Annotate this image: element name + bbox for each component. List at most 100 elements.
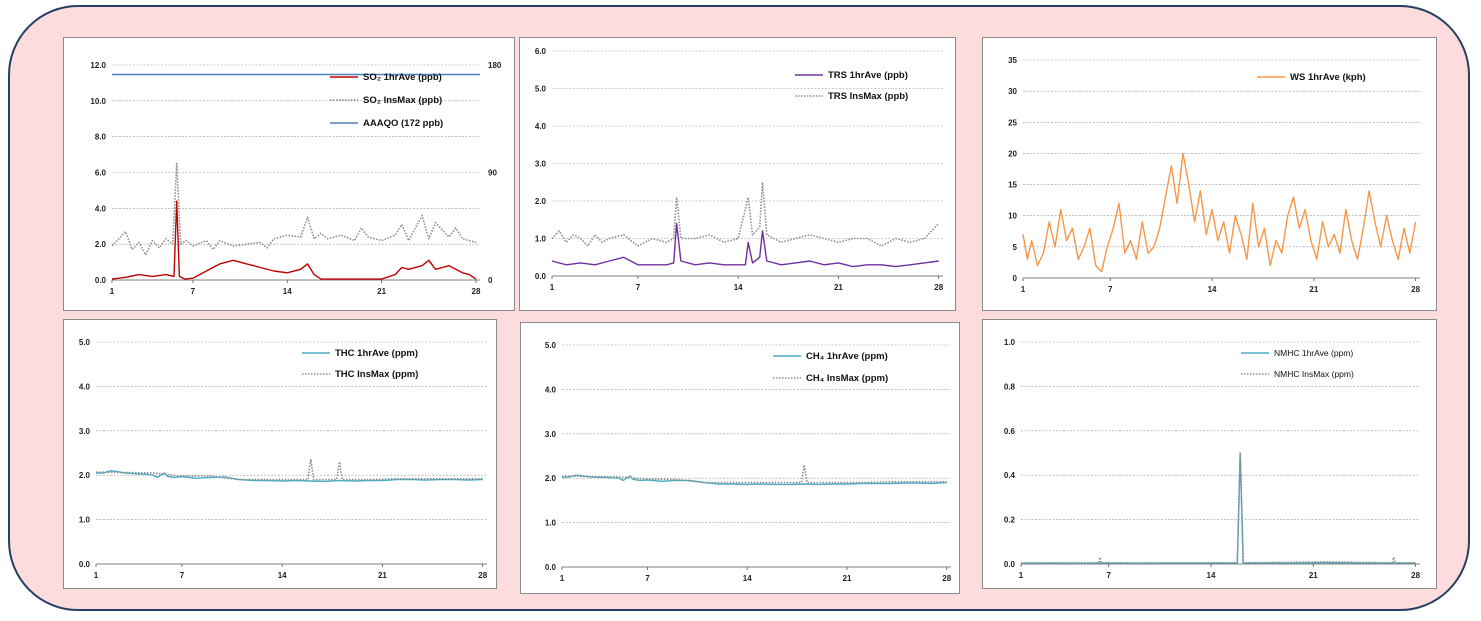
series-line [111, 200, 477, 280]
legend-label: TRS 1hrAve (ppb) [828, 70, 908, 81]
x-tick-label: 14 [743, 574, 752, 583]
ws-chart-panel: 0 5 10 15 20 25 30 35 1 7 14 21 28 WS 1hrAve (kph) [982, 37, 1437, 311]
x-tick-label: 1 [110, 287, 115, 296]
nmhc-chart-svg: 0.0 0.2 0.4 0.6 0.8 1.0 1 7 14 21 28 NMHC 1hrAve (p… [1004, 338, 1421, 580]
x-tick-label: 14 [278, 571, 287, 580]
y-tick-label: 4.0 [95, 204, 107, 213]
y-tick-label: 6.0 [535, 47, 547, 56]
y-tick-label: 30 [1008, 87, 1017, 96]
y2-tick-label: 0 [488, 276, 493, 285]
series-line [561, 464, 947, 484]
y-tick-label: 3.0 [79, 427, 91, 436]
trs-chart-svg: 0.0 1.0 2.0 3.0 4.0 5.0 6.0 1 7 14 21 28 TRS 1hrAve … [535, 47, 944, 292]
y-tick-label: 0.0 [1004, 560, 1016, 569]
x-tick-label: 28 [1411, 285, 1420, 294]
x-tick-label: 14 [1208, 285, 1217, 294]
y-tick-label: 20 [1008, 149, 1017, 158]
legend-label: WS 1hrAve (kph) [1290, 72, 1366, 83]
y-tick-label: 8.0 [95, 133, 107, 142]
series-line [551, 222, 939, 268]
y-tick-label: 0.0 [545, 563, 557, 572]
x-tick-label: 7 [1106, 571, 1111, 580]
x-tick-label: 1 [550, 283, 555, 292]
series-line [1020, 452, 1416, 565]
x-tick-label: 21 [834, 283, 843, 292]
ch4-chart-svg: 0.0 1.0 2.0 3.0 4.0 5.0 1 7 14 21 28 CH₄ 1hrAve (pp… [545, 341, 952, 583]
legend-label: AAAQO (172 ppb) [363, 118, 443, 129]
x-tick-label: 1 [1019, 571, 1024, 580]
x-tick-label: 21 [377, 287, 386, 296]
y-tick-label: 0.2 [1004, 516, 1016, 525]
x-tick-label: 7 [645, 574, 650, 583]
y-tick-label: 1.0 [535, 235, 547, 244]
legend-label: CH₄ 1hrAve (ppm) [806, 351, 888, 362]
y-tick-label: 3.0 [535, 160, 547, 169]
y-tick-label: 2.0 [79, 471, 91, 480]
ws-chart-svg: 0 5 10 15 20 25 30 35 1 7 14 21 28 WS 1hrAve (kph) [1008, 56, 1421, 294]
y-tick-label: 0 [1013, 274, 1018, 283]
y-tick-label: 0.0 [79, 560, 91, 569]
trs-chart-panel: 0.0 1.0 2.0 3.0 4.0 5.0 6.0 1 7 14 21 28 TRS 1hrAve … [519, 37, 956, 311]
legend-label: CH₄ InsMax (ppm) [806, 373, 888, 384]
y-tick-label: 0.6 [1004, 427, 1016, 436]
x-tick-label: 28 [942, 574, 951, 583]
legend-label: SO₂ 1hrAve (ppb) [363, 72, 442, 83]
legend-label: NMHC 1hrAve (ppm) [1274, 348, 1353, 358]
so2-chart-panel: 0.0 2.0 4.0 6.0 8.0 10.0 12.0 0 90 180 1 7 14 21 28 SO₂… [63, 37, 515, 311]
y-tick-label: 1.0 [545, 519, 557, 528]
y-tick-label: 0.0 [535, 272, 547, 281]
y-tick-label: 5.0 [545, 341, 557, 350]
y-tick-label: 4.0 [545, 385, 557, 394]
x-tick-label: 1 [1021, 285, 1026, 294]
thc-chart-panel: 0.0 1.0 2.0 3.0 4.0 5.0 1 7 14 21 28 THC 1hrAve (pp… [63, 319, 497, 589]
y-tick-label: 12.0 [90, 61, 106, 70]
x-tick-label: 1 [560, 574, 565, 583]
x-tick-label: 7 [1108, 285, 1113, 294]
y-tick-label: 0.4 [1004, 471, 1016, 480]
y-tick-label: 15 [1008, 181, 1017, 190]
series-line [95, 458, 483, 481]
legend-label: NMHC InsMax (ppm) [1274, 369, 1354, 379]
y-tick-label: 4.0 [535, 122, 547, 131]
y-tick-label: 5.0 [535, 85, 547, 94]
so2-chart-svg: 0.0 2.0 4.0 6.0 8.0 10.0 12.0 0 90 180 1 7 14 21 28 SO₂… [90, 61, 502, 296]
series-line [111, 162, 477, 256]
series-line [551, 181, 940, 247]
legend-label: THC InsMax (ppm) [335, 369, 418, 380]
ch4-chart-panel: 0.0 1.0 2.0 3.0 4.0 5.0 1 7 14 21 28 CH₄ 1hrAve (pp… [520, 322, 960, 594]
y-tick-label: 4.0 [79, 382, 91, 391]
x-tick-label: 14 [734, 283, 743, 292]
series-line [1022, 152, 1417, 273]
y-tick-label: 0.8 [1004, 382, 1016, 391]
y2-tick-label: 90 [488, 169, 497, 178]
x-tick-label: 14 [283, 287, 292, 296]
x-tick-label: 28 [934, 283, 943, 292]
y-tick-label: 1.0 [79, 516, 91, 525]
x-tick-label: 7 [180, 571, 185, 580]
y2-tick-label: 180 [488, 61, 502, 70]
legend-label: SO₂ InsMax (ppb) [363, 95, 442, 106]
x-tick-label: 21 [843, 574, 852, 583]
y-tick-label: 3.0 [545, 430, 557, 439]
x-tick-label: 21 [1309, 571, 1318, 580]
x-tick-label: 14 [1207, 571, 1216, 580]
x-tick-label: 21 [378, 571, 387, 580]
y-tick-label: 2.0 [545, 474, 557, 483]
y-tick-label: 10 [1008, 212, 1017, 221]
y-tick-label: 6.0 [95, 169, 107, 178]
y-tick-label: 35 [1008, 56, 1017, 65]
y-tick-label: 5 [1013, 243, 1018, 252]
x-tick-label: 28 [472, 287, 481, 296]
y-tick-label: 25 [1008, 118, 1017, 127]
y-tick-label: 0.0 [95, 276, 107, 285]
thc-chart-svg: 0.0 1.0 2.0 3.0 4.0 5.0 1 7 14 21 28 THC 1hrAve (pp… [79, 338, 488, 580]
series-line [1021, 452, 1416, 564]
x-tick-label: 7 [636, 283, 641, 292]
y-tick-label: 10.0 [90, 97, 106, 106]
y-tick-label: 2.0 [535, 197, 547, 206]
x-tick-label: 21 [1309, 285, 1318, 294]
y-tick-label: 2.0 [95, 240, 107, 249]
legend-label: THC 1hrAve (ppm) [335, 348, 418, 359]
x-tick-label: 28 [478, 571, 487, 580]
legend-label: TRS InsMax (ppb) [828, 91, 908, 102]
